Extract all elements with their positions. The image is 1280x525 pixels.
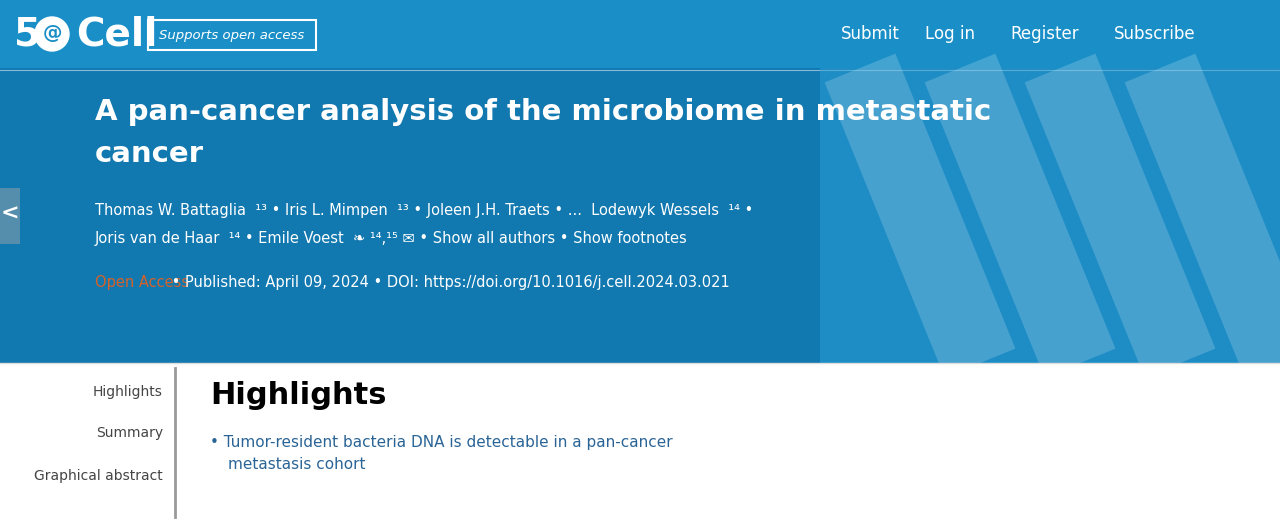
Text: Register: Register <box>1011 25 1079 43</box>
Text: Log in: Log in <box>925 25 975 43</box>
Text: Thomas W. Battaglia  ¹³ • Iris L. Mimpen  ¹³ • Joleen J.H. Traets • ...  Lodewyk: Thomas W. Battaglia ¹³ • Iris L. Mimpen … <box>95 203 753 218</box>
Text: Summary: Summary <box>96 426 163 439</box>
Text: • Published: April 09, 2024 • DOI: https://doi.org/10.1016/j.cell.2024.03.021: • Published: April 09, 2024 • DOI: https… <box>166 275 730 290</box>
Bar <box>148 20 316 50</box>
Text: Highlights: Highlights <box>210 381 387 410</box>
Text: Submit: Submit <box>841 25 900 43</box>
Polygon shape <box>820 68 1280 363</box>
Text: cancer: cancer <box>95 140 204 168</box>
Circle shape <box>35 17 69 51</box>
Text: <: < <box>1 204 19 224</box>
Text: @: @ <box>42 24 61 43</box>
Bar <box>0 187 20 244</box>
Bar <box>0 0 1280 68</box>
Text: Joris van de Haar  ¹⁴ • Emile Voest  ❧ ¹⁴,¹⁵ ✉ • Show all authors • Show footnot: Joris van de Haar ¹⁴ • Emile Voest ❧ ¹⁴,… <box>95 231 687 246</box>
Text: 5: 5 <box>14 15 41 53</box>
Text: Subscribe: Subscribe <box>1114 25 1196 43</box>
Bar <box>0 363 1280 525</box>
Text: Open Access: Open Access <box>95 275 189 290</box>
Text: Graphical abstract: Graphical abstract <box>35 469 163 484</box>
Text: Supports open access: Supports open access <box>160 28 305 41</box>
Bar <box>0 68 1280 363</box>
Text: Cell: Cell <box>76 15 157 53</box>
Text: • Tumor-resident bacteria DNA is detectable in a pan-cancer: • Tumor-resident bacteria DNA is detecta… <box>210 435 672 450</box>
Text: Highlights: Highlights <box>93 385 163 399</box>
Text: metastasis cohort: metastasis cohort <box>228 457 366 472</box>
Text: A pan-cancer analysis of the microbiome in metastatic: A pan-cancer analysis of the microbiome … <box>95 98 991 126</box>
